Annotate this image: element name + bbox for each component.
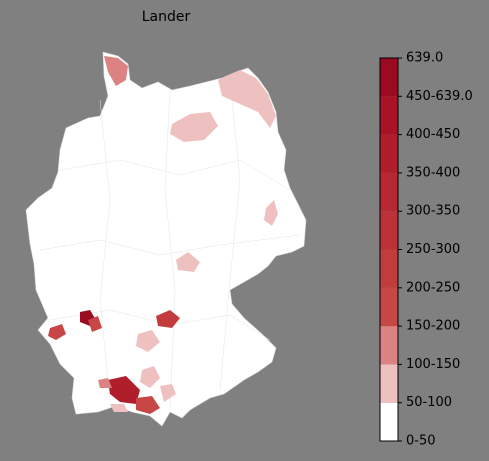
colorbar-label: 200-250 — [406, 280, 460, 295]
colorbar-segment — [380, 364, 398, 403]
region — [108, 376, 140, 404]
colorbar-segment — [380, 172, 398, 212]
colorbar-label: 50-100 — [406, 395, 452, 410]
colorbar-segment — [380, 96, 398, 135]
germany-map — [25, 51, 307, 427]
region — [104, 56, 128, 86]
colorbar-segment — [380, 249, 398, 288]
colorbar-segment — [380, 134, 398, 173]
region — [176, 252, 200, 272]
region — [136, 330, 160, 352]
colorbar-segment — [380, 211, 398, 250]
colorbar-segment — [380, 58, 398, 97]
colorbar-label: 300-350 — [406, 204, 460, 219]
region — [264, 200, 278, 226]
region — [160, 384, 176, 402]
colorbar-label: 639.0 — [406, 51, 443, 66]
colorbar-label: 350-400 — [406, 165, 460, 180]
colorbar-label: 250-300 — [406, 242, 460, 257]
region — [156, 310, 180, 328]
region — [140, 366, 160, 388]
shaded-regions — [48, 56, 278, 414]
colorbar-label: 450-639.0 — [406, 89, 473, 104]
colorbar-label: 400-450 — [406, 127, 460, 142]
colorbar-segment — [380, 402, 398, 441]
region — [218, 70, 276, 128]
country-outline — [25, 51, 307, 427]
region — [136, 396, 160, 414]
colorbar: 0-50 50-100 100-150 150-200 200-250 250-300 30… — [379, 51, 473, 449]
colorbar-segment — [380, 287, 398, 327]
region — [98, 378, 112, 388]
region-borders — [39, 79, 301, 411]
colorbar-segment — [380, 326, 398, 365]
region — [88, 316, 102, 332]
region — [48, 324, 66, 340]
colorbar-label: 100-150 — [406, 357, 460, 372]
region — [110, 404, 128, 412]
colorbar-label: 0-50 — [406, 434, 436, 449]
region — [170, 112, 218, 142]
colorbar-label: 150-200 — [406, 319, 460, 334]
map-title: Lander — [142, 9, 191, 25]
